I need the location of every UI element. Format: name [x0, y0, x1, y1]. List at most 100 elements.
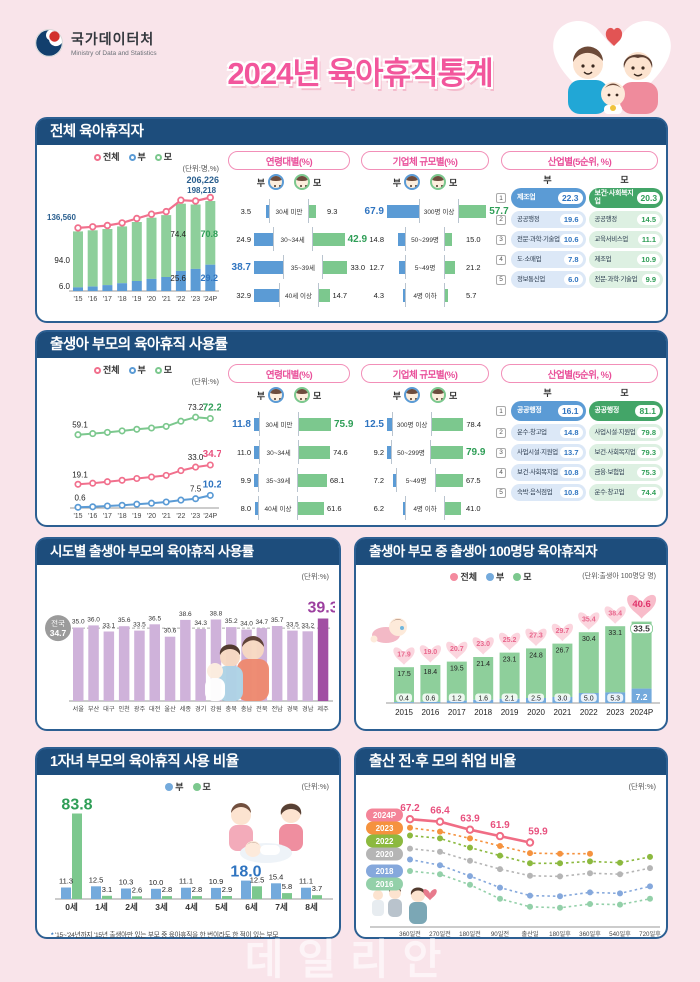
company-size-tornado-chart: 12.5 300명 이상 78.4 9.2 50~299명 79.9 7.2 5…: [357, 412, 493, 520]
svg-text:270일전: 270일전: [429, 930, 451, 937]
mother-face-icon: [294, 387, 310, 403]
svg-text:0세: 0세: [65, 902, 78, 912]
mother-industry-pill: 보건·사회복지업 79.3: [588, 444, 663, 461]
svg-text:4세: 4세: [185, 902, 198, 912]
unit-label: (단위:%): [628, 782, 656, 791]
legend-total: 전체: [93, 363, 120, 376]
card-region: 시도별 출생아 부모의 육아휴직 사용률 (단위:%) 35.0 36.0 33.1…: [35, 537, 341, 731]
svg-text:1.2: 1.2: [452, 696, 462, 703]
svg-text:서울: 서울: [73, 705, 85, 713]
legend-father: 부: [165, 780, 184, 793]
rank-number: 4: [496, 467, 506, 478]
rank-number: 3: [496, 447, 506, 458]
svg-text:36.5: 36.5: [148, 615, 161, 622]
svg-text:제주: 제주: [317, 705, 329, 713]
svg-text:25.6: 25.6: [170, 274, 186, 283]
svg-text:17.9: 17.9: [397, 651, 411, 658]
employment-lines-chart: 67.2 66.4 63.9 61.9 59.9 2024P 2023 2022 2020 201…: [364, 779, 661, 942]
tornado-rows: 11.8 30세 미만 75.9 11.0 30~34세 74.6 9.9 35…: [224, 412, 354, 520]
svg-text:세종: 세종: [180, 705, 192, 713]
legend-mother: 모: [154, 150, 172, 163]
mother-industry-pill: 교육서비스업 11.1: [588, 231, 663, 248]
svg-text:경남: 경남: [302, 705, 314, 713]
svg-text:72.2: 72.2: [203, 402, 221, 413]
card-employment-title: 출산 전·후 모의 취업 비율: [356, 749, 666, 775]
svg-text:10.9: 10.9: [209, 877, 224, 886]
legend-total: 전체: [450, 570, 477, 583]
ranking-row: 5 정보통신업 6.0 전문·과학·기술업 9.9: [496, 271, 663, 288]
father-industry-pill: 공공행정 16.1: [511, 401, 586, 421]
svg-text:'17: '17: [103, 296, 112, 303]
svg-text:540일후: 540일후: [609, 930, 631, 937]
svg-text:35.7: 35.7: [271, 617, 284, 624]
svg-text:34.7: 34.7: [256, 619, 269, 626]
svg-text:74.4: 74.4: [170, 230, 186, 239]
ranking-row: 4 보건·사회복지업 10.8 금융·보험업 75.3: [496, 464, 663, 481]
svg-text:2.8: 2.8: [192, 885, 202, 894]
svg-text:19.5: 19.5: [450, 666, 464, 673]
svg-text:34.0: 34.0: [240, 621, 253, 628]
tornado-row: 12.7 5~49명 21.2: [357, 255, 493, 279]
mother-dot-icon: [192, 782, 201, 791]
panel-header-age: 연령대별(%): [227, 364, 351, 383]
ranking-row: 1 공공행정 16.1 공공행정 81.1: [496, 401, 663, 421]
svg-text:'22: '22: [176, 296, 185, 303]
ranking-row: 3 사업시설·지원업 13.7 보건·사회복지업 79.3: [496, 444, 663, 461]
svg-text:'24P: '24P: [203, 296, 217, 303]
mother-industry-pill: 전문·과학·기술업 9.9: [588, 271, 663, 288]
svg-text:10.3: 10.3: [119, 877, 134, 886]
svg-text:2.9: 2.9: [222, 885, 232, 894]
tornado-row: 11.0 30~34세 74.6: [224, 440, 354, 464]
svg-text:'21: '21: [162, 513, 171, 520]
svg-text:38.8: 38.8: [210, 611, 223, 618]
ranking-row: 4 도·소매업 7.8 제조업 10.9: [496, 251, 663, 268]
svg-text:19.1: 19.1: [72, 470, 88, 479]
svg-text:2017: 2017: [448, 708, 466, 717]
tornado-row: 7.2 5~49명 67.5: [357, 468, 493, 492]
svg-text:2015: 2015: [395, 708, 413, 717]
svg-text:30.4: 30.4: [582, 636, 596, 643]
rank-number: 2: [496, 214, 506, 225]
svg-text:38.6: 38.6: [179, 611, 192, 618]
grouped-bar-svg: 11.383.80세12.53.11세10.32.62세10.02.83세11.…: [55, 797, 333, 912]
father-industry-pill: 도·소매업 7.8: [511, 251, 586, 268]
svg-text:27.3: 27.3: [529, 633, 543, 640]
svg-text:24.8: 24.8: [529, 652, 543, 659]
svg-text:2016: 2016: [376, 880, 394, 889]
svg-text:66.4: 66.4: [430, 806, 450, 817]
svg-text:7.2: 7.2: [636, 692, 648, 702]
svg-text:2016: 2016: [422, 708, 440, 717]
trend-lines-svg: 59.1 73.2 72.2 19.1 33.0 34.7 0.6 7.5 10.2 '15 '16…: [70, 402, 222, 520]
footnote: * '15~'24년까지 '15년 출생아만 있는 부모 중 육아휴직을 한 번…: [51, 932, 279, 939]
svg-text:6세: 6세: [245, 902, 258, 912]
legend-father-mother: 부 모: [45, 779, 331, 793]
svg-text:36.0: 36.0: [87, 616, 100, 623]
svg-text:2.5: 2.5: [531, 696, 541, 703]
svg-text:2022: 2022: [376, 837, 394, 846]
svg-text:11.3: 11.3: [59, 876, 73, 885]
government-logo: 국가데이터처 Ministry of Data and Statistics: [34, 28, 157, 58]
tornado-row: 11.8 30세 미만 75.9: [224, 412, 354, 436]
svg-text:6.0: 6.0: [59, 282, 71, 291]
svg-text:1.6: 1.6: [478, 696, 488, 703]
svg-text:5.3: 5.3: [610, 696, 620, 703]
svg-text:19.0: 19.0: [424, 649, 438, 656]
svg-text:33.5: 33.5: [286, 622, 299, 629]
year-badge: 2024P: [366, 808, 403, 822]
age-tornado-chart: 11.8 30세 미만 75.9 11.0 30~34세 74.6 9.9 35…: [224, 412, 354, 520]
svg-text:26.7: 26.7: [556, 648, 570, 655]
parents-baby-illustration: [229, 803, 303, 863]
unit-label: (단위:출생아 100명당 명): [582, 573, 656, 580]
svg-text:59.9: 59.9: [528, 827, 548, 838]
legend-mother: 모: [154, 363, 172, 376]
legend-total-father-mother: 전체 부 모: [364, 569, 618, 583]
father-dot-icon: [165, 782, 174, 791]
legend-father: 부: [486, 570, 504, 583]
tornado-row: 8.0 40세 이상 61.6: [224, 496, 354, 520]
svg-text:강원: 강원: [210, 705, 222, 713]
svg-text:33.5: 33.5: [633, 624, 650, 634]
